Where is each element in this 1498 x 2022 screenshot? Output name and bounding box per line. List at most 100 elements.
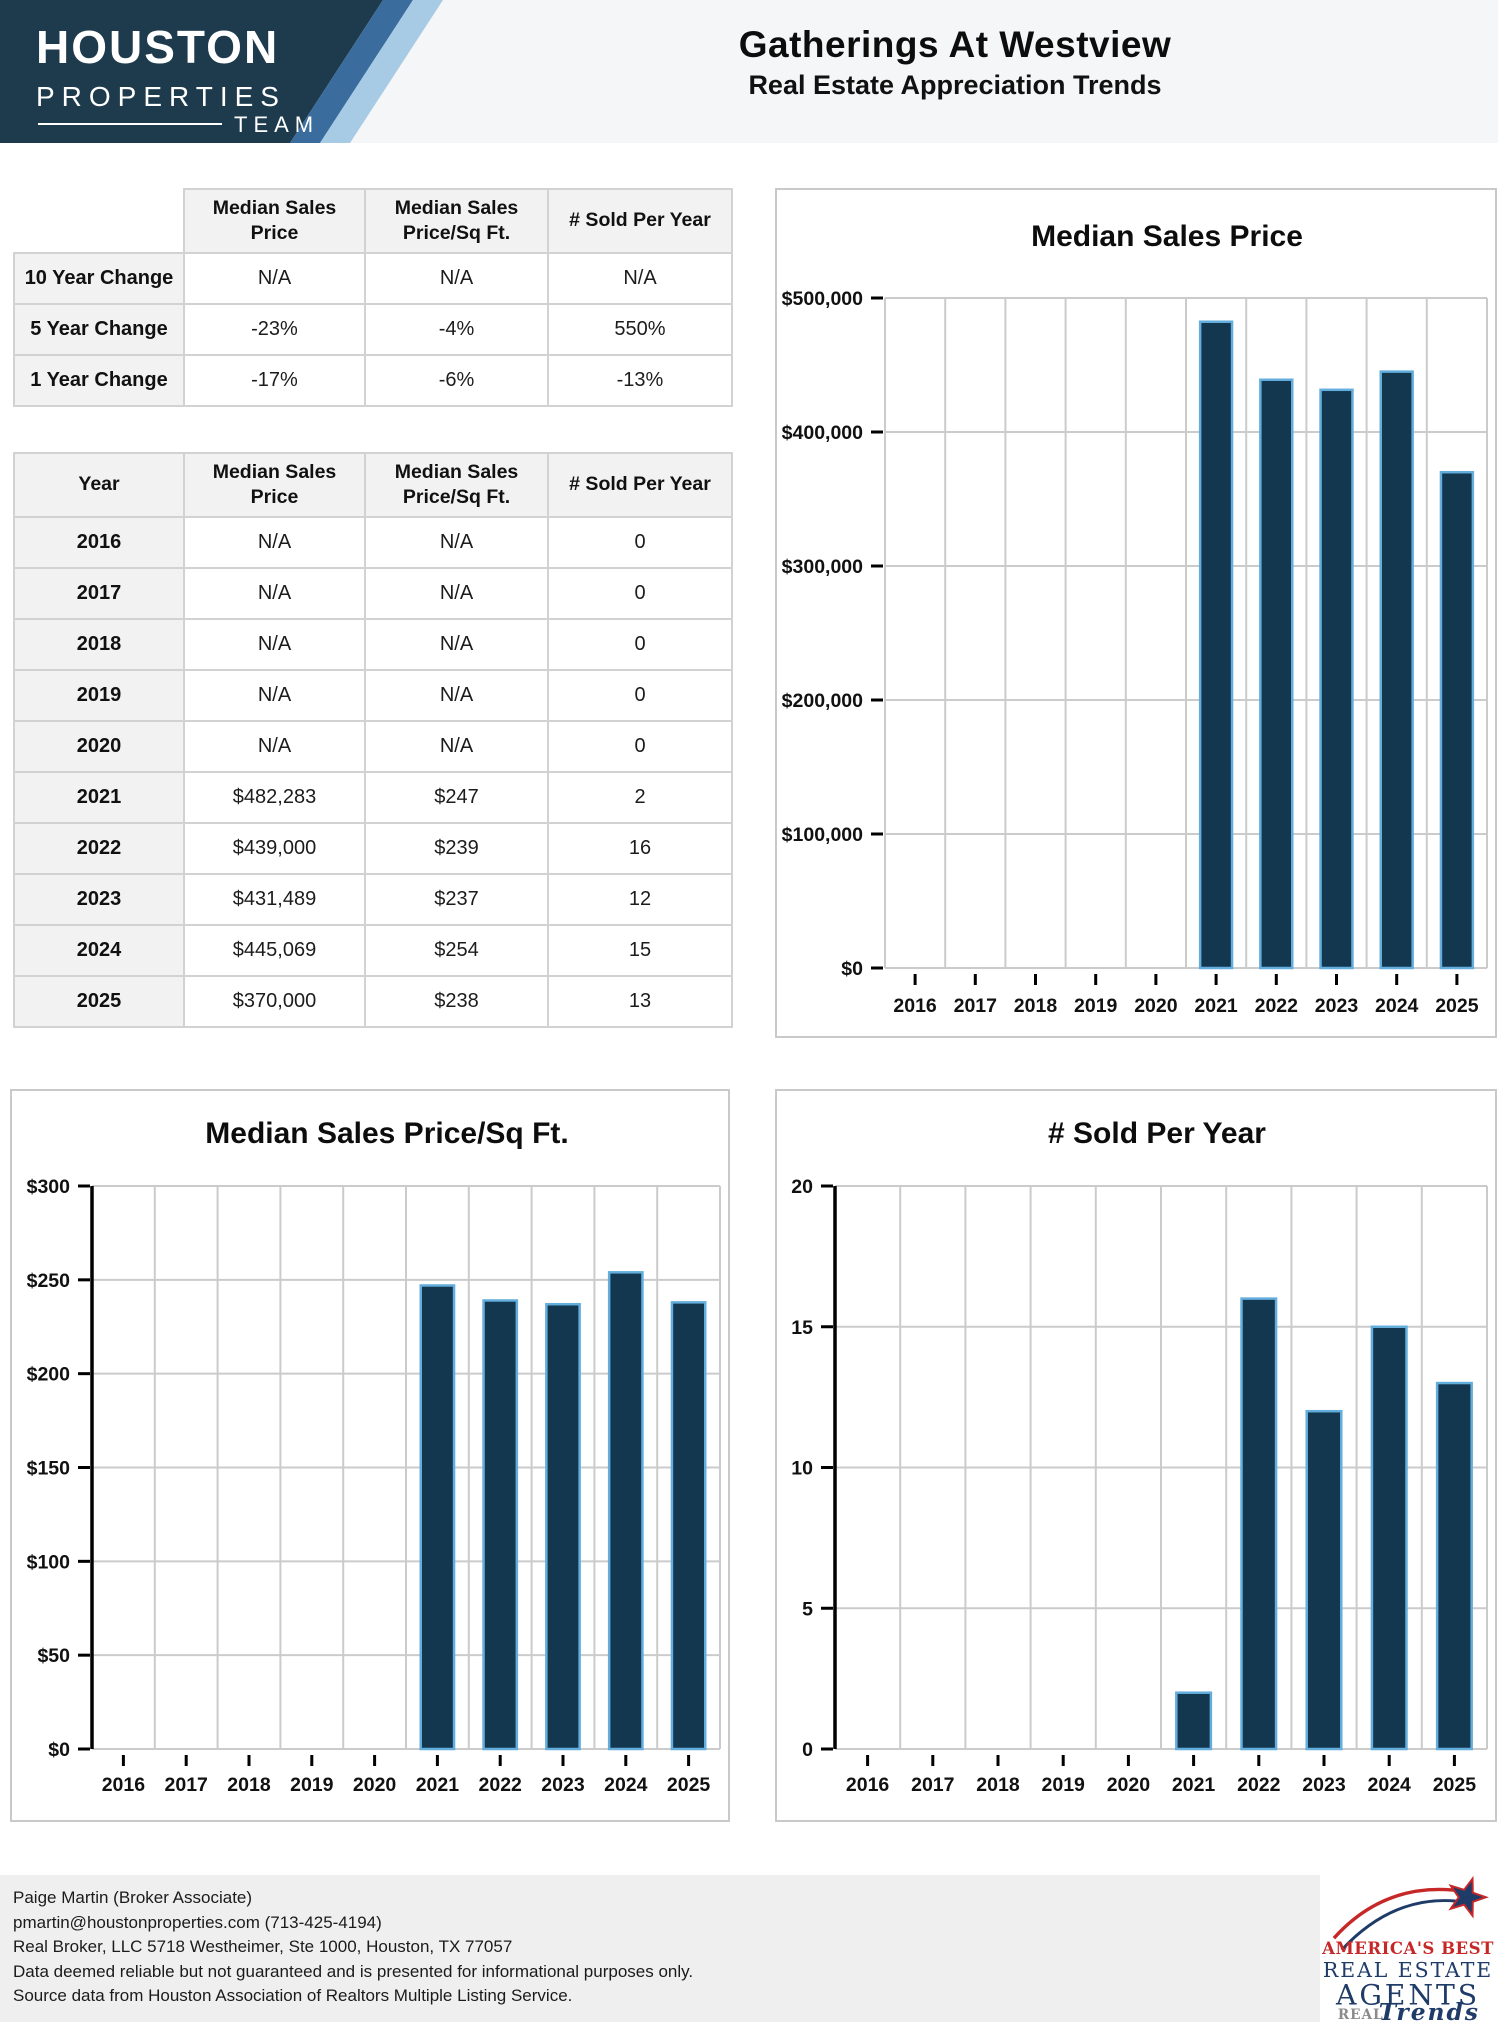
x-axis-label: 2021 bbox=[1194, 995, 1238, 1017]
year-cell: 2020 bbox=[13, 720, 185, 773]
value-cell: 0 bbox=[547, 567, 733, 620]
footer-line: Source data from Houston Association of … bbox=[13, 1986, 573, 2005]
bar-2021 bbox=[419, 1284, 456, 1751]
value-cell: 13 bbox=[547, 975, 733, 1028]
value-cell: -4% bbox=[364, 303, 549, 356]
value-cell: 0 bbox=[547, 516, 733, 569]
badge-brand-left: REAL bbox=[1338, 2007, 1384, 2022]
awards-badge-box: AMERICA'S BEST REAL ESTATE AGENTS REAL T… bbox=[1320, 1868, 1498, 2022]
x-axis-label: 2016 bbox=[893, 995, 937, 1017]
value-cell: N/A bbox=[364, 720, 549, 773]
page-title: Gatherings At Westview bbox=[738, 24, 1172, 65]
value-cell: N/A bbox=[364, 516, 549, 569]
table-row: 2024 $445,069 $254 15 bbox=[13, 924, 733, 977]
bar-2022 bbox=[482, 1299, 519, 1751]
yearly-table-wrap: Year Median Sales Price Median Sales Price… bbox=[13, 452, 733, 1028]
value-cell: N/A bbox=[183, 516, 366, 569]
value-cell: $482,283 bbox=[183, 771, 366, 824]
value-cell: $247 bbox=[364, 771, 549, 824]
y-axis-label: $50 bbox=[37, 1645, 70, 1667]
year-cell: 2023 bbox=[13, 873, 185, 926]
value-cell: N/A bbox=[183, 618, 366, 671]
x-axis-label: 2017 bbox=[911, 1774, 954, 1796]
price-per-sqft-chart: Median Sales Price/Sq Ft. $0 $50 $100 $150 $… bbox=[27, 1117, 721, 1796]
row-label-cell: 1 Year Change bbox=[13, 354, 185, 407]
year-cell: 2016 bbox=[13, 516, 185, 569]
year-cell: 2017 bbox=[13, 567, 185, 620]
column-header: Year bbox=[13, 452, 185, 518]
x-axis-label: 2023 bbox=[1315, 995, 1359, 1017]
logo-line3: TEAM bbox=[234, 112, 319, 137]
value-cell: $254 bbox=[364, 924, 549, 977]
value-cell: -23% bbox=[183, 303, 366, 356]
value-cell: $445,069 bbox=[183, 924, 366, 977]
value-cell: N/A bbox=[364, 567, 549, 620]
bar-2024 bbox=[1379, 370, 1414, 970]
americas-best-badge: AMERICA'S BEST REAL ESTATE AGENTS REAL T… bbox=[1321, 1875, 1494, 2022]
x-axis-label: 2020 bbox=[1134, 995, 1178, 1017]
x-axis-label: 2016 bbox=[102, 1774, 146, 1796]
bar-2025 bbox=[670, 1301, 707, 1751]
table-row: 2025 $370,000 $238 13 bbox=[13, 975, 733, 1028]
yearly-table-body: 2016 N/A N/A 0 2017 N/A N/A 0 2018 N/A N/A 0 2019 N/A… bbox=[13, 516, 733, 1028]
y-axis-label: $300 bbox=[27, 1176, 71, 1198]
badge-red-swoosh bbox=[1332, 1887, 1465, 1940]
year-cell: 2018 bbox=[13, 618, 185, 671]
x-axis-label: 2018 bbox=[1014, 995, 1058, 1017]
year-cell: 2025 bbox=[13, 975, 185, 1028]
badge-navy-swoosh bbox=[1340, 1899, 1457, 1951]
x-axis-label: 2025 bbox=[667, 1774, 711, 1796]
x-axis-label: 2023 bbox=[1302, 1774, 1346, 1796]
price-per-sqft-chart-panel: Median Sales Price/Sq Ft. $0 $50 $100 $150 $… bbox=[10, 1089, 730, 1822]
value-cell: N/A bbox=[183, 252, 366, 305]
x-axis-label: 2016 bbox=[846, 1774, 890, 1796]
y-axis-label: 10 bbox=[791, 1458, 813, 1480]
logo-line1: HOUSTON bbox=[36, 21, 279, 73]
x-axis-label: 2024 bbox=[604, 1774, 648, 1796]
page-subtitle: Real Estate Appreciation Trends bbox=[748, 70, 1162, 100]
value-cell: $439,000 bbox=[183, 822, 366, 875]
table-row: 2016 N/A N/A 0 bbox=[13, 516, 733, 569]
chart-title: # Sold Per Year bbox=[1048, 1117, 1266, 1150]
header-band: HOUSTON PROPERTIES TEAM Gatherings At We… bbox=[0, 0, 1498, 143]
bar-2024 bbox=[607, 1271, 644, 1751]
y-axis-label: $250 bbox=[27, 1270, 71, 1292]
value-cell: $431,489 bbox=[183, 873, 366, 926]
y-axis-label: $200 bbox=[27, 1364, 71, 1386]
summary-table-head: Median Sales Price Median Sales Price/Sq … bbox=[14, 188, 733, 254]
bar-2023 bbox=[1319, 388, 1354, 970]
x-axis-label: 2017 bbox=[954, 995, 997, 1017]
x-axis-label: 2025 bbox=[1433, 1774, 1477, 1796]
y-axis-label: $0 bbox=[48, 1739, 70, 1761]
value-cell: 0 bbox=[547, 720, 733, 773]
value-cell: 12 bbox=[547, 873, 733, 926]
bar-2023 bbox=[545, 1302, 581, 1751]
table-header-row: Year Median Sales Price Median Sales Price… bbox=[13, 452, 733, 518]
x-axis-label: 2025 bbox=[1435, 995, 1479, 1017]
column-header: # Sold Per Year bbox=[547, 188, 733, 254]
value-cell: 0 bbox=[547, 669, 733, 722]
y-axis-label: $500,000 bbox=[782, 288, 863, 310]
bar-2022 bbox=[1240, 1297, 1278, 1751]
x-axis-label: 2022 bbox=[479, 1774, 523, 1796]
bar-2021 bbox=[1175, 1691, 1213, 1751]
bar-2023 bbox=[1305, 1409, 1343, 1751]
table-row: 5 Year Change -23% -4% 550% bbox=[13, 303, 733, 356]
x-axis-label: 2020 bbox=[1107, 1774, 1151, 1796]
table-row: 2022 $439,000 $239 16 bbox=[13, 822, 733, 875]
column-header: Median Sales Price/Sq Ft. bbox=[364, 452, 549, 518]
badge-star-icon bbox=[1448, 1875, 1489, 1919]
year-cell: 2022 bbox=[13, 822, 185, 875]
row-label-cell: 10 Year Change bbox=[13, 252, 185, 305]
year-cell: 2024 bbox=[13, 924, 185, 977]
table-row: 10 Year Change N/A N/A N/A bbox=[13, 252, 733, 305]
y-axis-label: 15 bbox=[791, 1317, 813, 1339]
y-axis-label: $0 bbox=[841, 958, 863, 980]
y-axis-label: $100 bbox=[27, 1551, 71, 1573]
chart-title: Median Sales Price bbox=[1031, 220, 1303, 253]
median-sales-price-chart: Median Sales Price $0 $100,000 $200,000 $30… bbox=[782, 220, 1488, 1017]
table-row: 2021 $482,283 $247 2 bbox=[13, 771, 733, 824]
y-axis-label: 0 bbox=[802, 1739, 813, 1761]
value-cell: 550% bbox=[547, 303, 733, 356]
logo-mid-stripe bbox=[290, 0, 413, 143]
